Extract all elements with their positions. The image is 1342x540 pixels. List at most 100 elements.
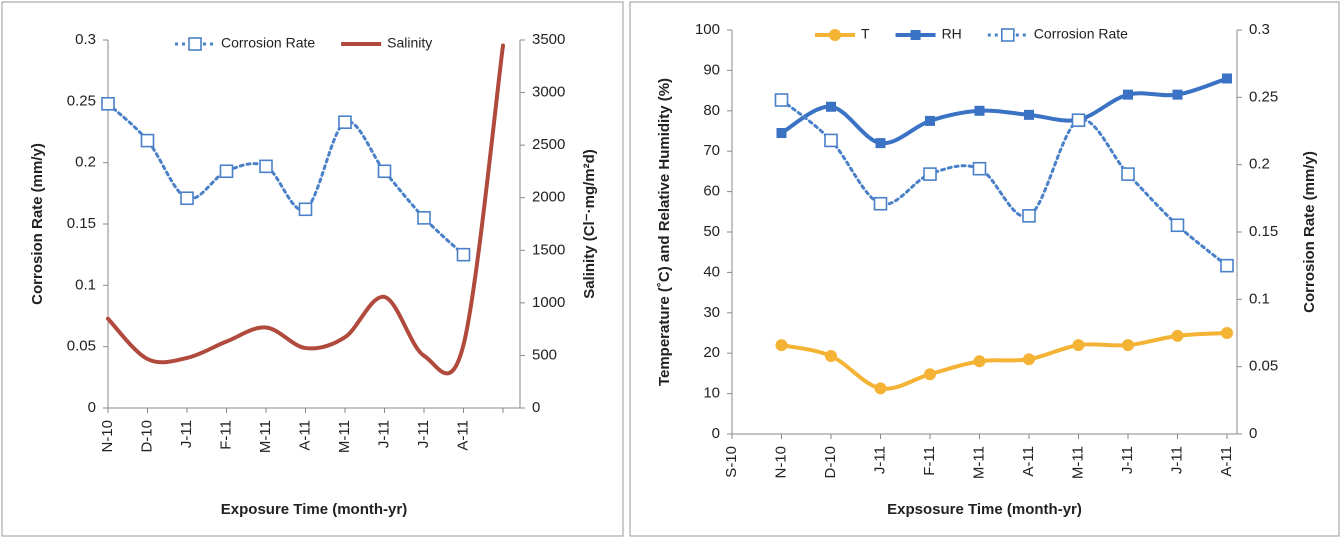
marker	[924, 368, 936, 381]
x-tick-label: D-10	[822, 446, 839, 479]
x-tick-label: J-11	[415, 420, 432, 448]
y2-tick-label: 1000	[532, 294, 565, 311]
marker	[1221, 327, 1233, 339]
y2-tick-label: 0	[532, 399, 540, 416]
legend-label: Corrosion Rate	[221, 35, 315, 51]
marker	[259, 159, 273, 174]
marker	[1222, 73, 1232, 84]
marker	[1220, 258, 1234, 273]
y-tick-label: 90	[703, 61, 720, 78]
x-tick-label: A-11	[1218, 446, 1235, 477]
series-line	[780, 98, 1229, 268]
x-axis-title: Expsosure Time (month-yr)	[887, 501, 1082, 518]
marker	[1024, 109, 1034, 120]
marker	[774, 93, 789, 107]
y-axis-title: Temperature (˚C) and Relative Humidity (…	[656, 78, 673, 386]
x-tick-label: N-10	[99, 420, 116, 453]
marker	[456, 247, 471, 262]
marker	[1122, 339, 1134, 352]
marker	[826, 101, 836, 112]
panel	[1, 1, 624, 537]
marker	[873, 196, 888, 211]
marker	[377, 164, 392, 179]
y-tick-label: 0.2	[75, 154, 96, 171]
marker	[923, 167, 937, 181]
y2-tick-label: 0.05	[1249, 358, 1278, 375]
series-line	[779, 76, 1229, 146]
x-tick-label: J-11	[871, 446, 888, 474]
y-tick-label: 10	[703, 385, 720, 402]
x-tick-label: A-11	[1020, 446, 1037, 477]
y2-tick-label: 3500	[532, 31, 565, 48]
y2-tick-label: 2000	[532, 189, 565, 206]
legend-marker	[1000, 28, 1015, 42]
marker	[1171, 329, 1184, 342]
marker	[1170, 218, 1185, 233]
marker	[1121, 167, 1135, 181]
series-line	[106, 43, 505, 376]
marker	[1023, 353, 1035, 366]
marker	[775, 339, 788, 352]
y2-tick-label: 1500	[532, 241, 565, 258]
legend-label: T	[861, 26, 870, 42]
y2-tick-label: 0.2	[1249, 156, 1270, 173]
y2-tick-label: 3000	[532, 84, 565, 101]
x-tick-label: J-11	[375, 420, 392, 448]
marker	[1022, 209, 1036, 223]
marker	[219, 164, 234, 179]
y-tick-label: 0.25	[67, 92, 96, 109]
y-tick-label: 0	[88, 399, 96, 416]
y-tick-label: 40	[703, 263, 720, 280]
marker	[140, 133, 155, 148]
legend-marker	[829, 29, 841, 41]
y-tick-label: 0	[712, 425, 720, 442]
marker	[1071, 113, 1086, 128]
marker	[101, 96, 115, 111]
y2-tick-label: 0.15	[1249, 223, 1278, 240]
x-tick-label: M-11	[257, 420, 274, 453]
legend-label: Corrosion Rate	[1034, 26, 1128, 42]
x-tick-label: J-11	[1168, 446, 1185, 474]
legend-label: RH	[942, 26, 962, 42]
y-tick-label: 0.15	[67, 215, 96, 232]
y-tick-label: 0.1	[75, 276, 96, 293]
marker	[824, 133, 838, 148]
legend-marker	[188, 37, 202, 51]
x-tick-label: J-11	[1119, 446, 1136, 474]
y2-tick-label: 0.3	[1249, 21, 1270, 38]
marker	[338, 115, 352, 129]
x-tick-label: F-11	[921, 446, 938, 476]
y-axis-title: Corrosion Rate (mm/y)	[29, 143, 46, 305]
x-tick-label: J-11	[178, 420, 195, 448]
y2-axis-title: Corrosion Rate (mm/y)	[1301, 151, 1318, 313]
y-tick-label: 70	[703, 142, 720, 159]
x-tick-label: M-11	[1069, 446, 1086, 479]
x-tick-label: A-11	[454, 420, 471, 451]
y-tick-label: 60	[703, 183, 720, 200]
y-tick-label: 30	[703, 304, 720, 321]
marker	[1072, 339, 1085, 352]
marker	[825, 350, 837, 363]
y2-tick-label: 0	[1249, 425, 1257, 442]
panel	[629, 1, 1340, 537]
y2-tick-label: 500	[532, 346, 557, 363]
marker	[776, 128, 787, 139]
marker	[1172, 89, 1183, 100]
x-axis-title: Exposure Time (month-yr)	[221, 501, 407, 518]
marker	[417, 211, 431, 225]
marker	[875, 138, 886, 149]
marker	[925, 115, 935, 126]
x-tick-label: F-11	[217, 420, 234, 450]
y-tick-label: 0.05	[67, 338, 96, 355]
series-line	[779, 331, 1229, 391]
marker	[874, 382, 887, 395]
y-tick-label: 50	[703, 223, 720, 240]
y2-tick-label: 2500	[532, 136, 565, 153]
x-tick-label: M-11	[970, 446, 987, 479]
marker	[1123, 89, 1133, 100]
y-tick-label: 100	[695, 21, 720, 38]
y-tick-label: 0.3	[75, 31, 96, 48]
marker	[298, 202, 313, 217]
y2-tick-label: 0.25	[1249, 88, 1278, 105]
